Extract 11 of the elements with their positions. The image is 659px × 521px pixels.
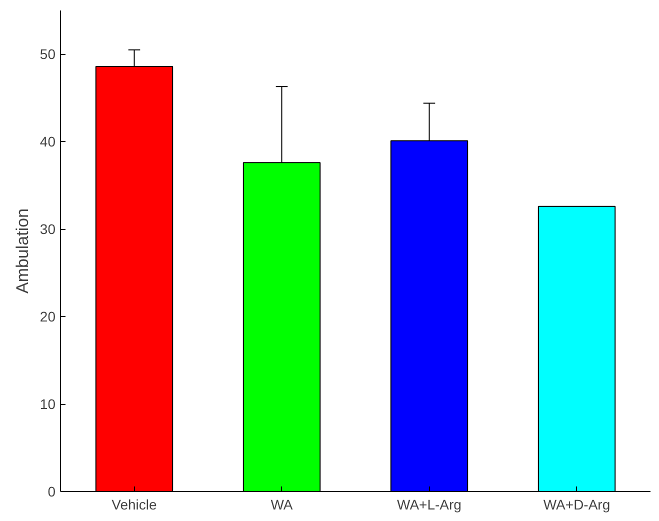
- y-tick-label: 40: [40, 134, 56, 150]
- y-axis-title: Ambulation: [12, 208, 32, 294]
- x-tick-label: WA+L-Arg: [397, 496, 462, 512]
- x-tick-label: WA+D-Arg: [543, 496, 610, 512]
- y-tick-label: 50: [40, 46, 56, 62]
- y-tick-label: 30: [40, 221, 56, 238]
- y-tick-label: 10: [40, 396, 56, 412]
- x-tick-label: WA: [270, 496, 294, 512]
- x-tick-label: Vehicle: [112, 496, 158, 512]
- y-tick-label: 20: [40, 308, 56, 325]
- y-tick-label: 0: [48, 484, 56, 500]
